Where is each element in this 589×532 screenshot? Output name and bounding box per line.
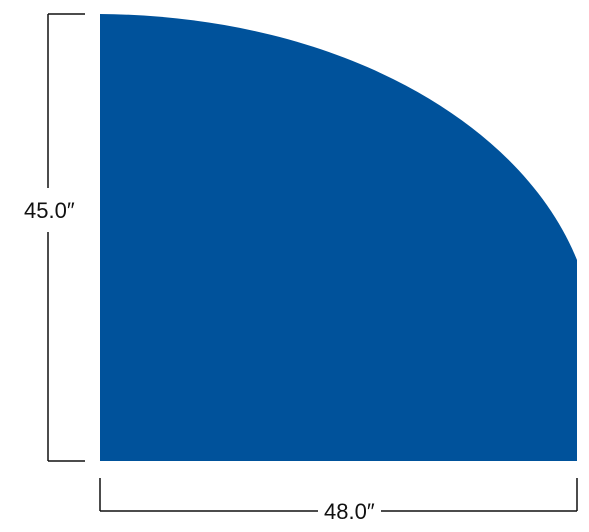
height-dimension-label: 45.0″: [24, 198, 75, 223]
tabletop-shape: [100, 14, 577, 461]
width-dimension-label: 48.0″: [324, 499, 375, 524]
width-dimension-bracket: [99, 478, 578, 512]
height-dimension-bracket: [47, 13, 85, 462]
